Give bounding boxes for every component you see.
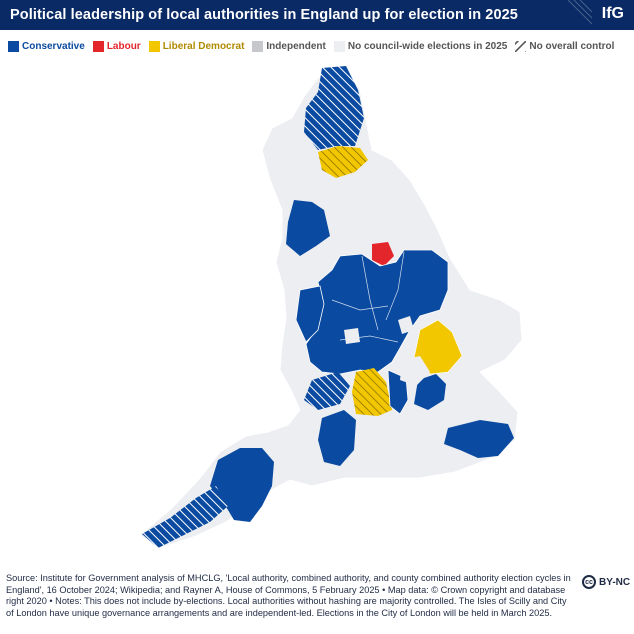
england-map xyxy=(139,66,523,549)
region-gloucestershire xyxy=(304,372,350,410)
cc-icon: cc xyxy=(582,575,596,589)
legend-label-no-elections: No council-wide elections in 2025 xyxy=(347,40,508,52)
region-shropshire xyxy=(295,285,325,343)
logo-decoration xyxy=(556,0,592,30)
region-kent xyxy=(444,420,514,458)
region-oxfordshire xyxy=(352,368,392,416)
region-lancashire xyxy=(286,200,330,256)
legend-swatch-labour xyxy=(92,40,104,52)
region-no-election-1 xyxy=(398,316,414,334)
legend-item-independent: Independent xyxy=(252,40,326,52)
region-wiltshire xyxy=(318,410,356,466)
region-cornwall xyxy=(142,486,228,548)
chart-title: Political leadership of local authoritie… xyxy=(10,7,518,23)
license-badge: cc BY-NC xyxy=(582,575,630,589)
chart-header: Political leadership of local authoritie… xyxy=(0,0,634,30)
region-doncaster xyxy=(372,242,394,266)
region-northumberland xyxy=(304,66,364,150)
legend-swatch-no-elections xyxy=(333,40,345,52)
ifg-logo: IfG xyxy=(601,5,624,22)
region-no-election-2 xyxy=(344,328,360,344)
region-durham xyxy=(318,146,368,178)
license-label: BY-NC xyxy=(599,576,631,588)
legend-swatch-independent xyxy=(252,40,264,52)
legend-swatch-libdem xyxy=(148,40,160,52)
legend-item-conservative: Conservative xyxy=(8,40,85,52)
legend-item-labour: Labour xyxy=(92,40,141,52)
legend-label-libdem: Liberal Democrat xyxy=(162,40,245,52)
source-note: Source: Institute for Government analysi… xyxy=(6,573,571,618)
region-no-election-3 xyxy=(400,356,430,386)
legend-item-no-overall-control: No overall control xyxy=(510,38,615,57)
legend-item-no-elections: No council-wide elections in 2025 xyxy=(333,40,508,52)
legend-label-independent: Independent xyxy=(266,40,326,52)
legend-label-conservative: Conservative xyxy=(22,40,85,52)
legend-item-libdem: Liberal Democrat xyxy=(148,40,245,52)
legend-swatch-conservative xyxy=(8,40,19,52)
region-hertfordshire xyxy=(414,374,446,410)
legend-label-no-overall-control: No overall control xyxy=(529,40,615,52)
legend-swatch-hatch xyxy=(510,38,531,57)
map-legend: Conservative Labour Liberal Democrat Ind… xyxy=(8,38,622,57)
legend-label-labour: Labour xyxy=(106,40,141,52)
